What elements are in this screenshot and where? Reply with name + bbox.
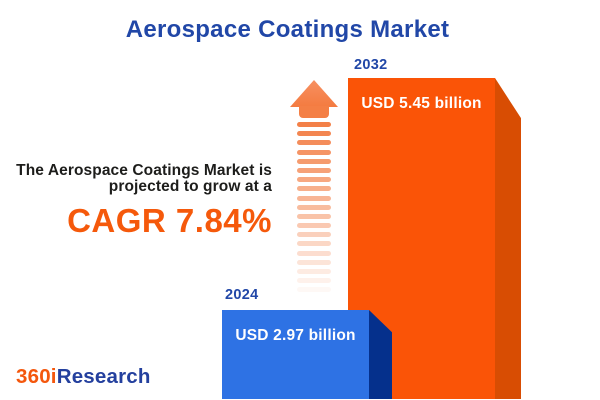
bar-2024: USD 2.97 billion xyxy=(222,310,369,399)
highlight-line-1: The Aerospace Coatings Market is xyxy=(16,162,272,179)
bar-2032-side-face xyxy=(495,78,521,399)
growth-arrow-stem xyxy=(299,106,329,118)
growth-arrow-dashes xyxy=(297,122,331,297)
bar-2024-side-face xyxy=(369,310,392,399)
cagr-value: CAGR 7.84% xyxy=(67,202,272,239)
bar-label-2024: 2024 xyxy=(225,287,259,303)
logo-360i: 360i xyxy=(16,365,57,388)
highlight-line-2: projected to grow at a xyxy=(108,178,272,195)
brand-logo: 360iResearch xyxy=(16,365,151,389)
bar-2032-value: USD 5.45 billion xyxy=(361,95,482,112)
highlight-text-block: The Aerospace Coatings Market is project… xyxy=(0,163,272,240)
bar-2024-value: USD 2.97 billion xyxy=(235,327,356,344)
bar-label-2032: 2032 xyxy=(354,57,388,73)
growth-arrow-head-icon xyxy=(290,80,338,107)
logo-research: Research xyxy=(56,365,151,388)
page-title: Aerospace Coatings Market xyxy=(125,16,450,43)
